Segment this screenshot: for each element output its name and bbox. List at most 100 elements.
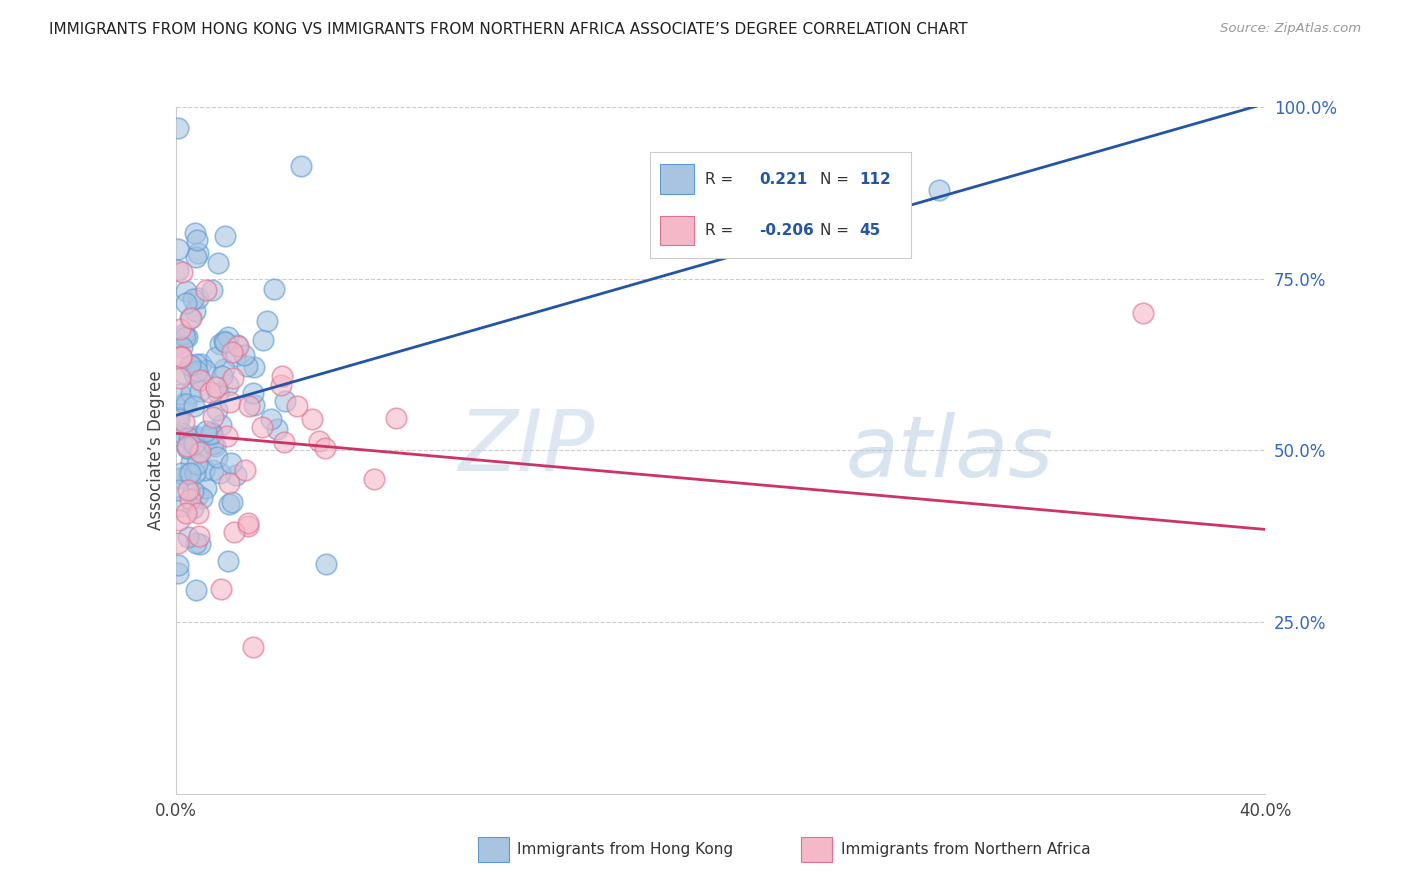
Point: [290, 159, 312, 173]
Point: [176, 506, 198, 520]
Text: 0.221: 0.221: [759, 172, 808, 186]
Point: [201, 409, 224, 424]
Point: [256, 314, 278, 328]
Point: [236, 359, 259, 374]
Point: [169, 350, 191, 364]
Point: [181, 501, 204, 516]
Point: [219, 456, 242, 470]
Point: [217, 428, 239, 442]
Point: [273, 434, 295, 449]
Point: [167, 483, 190, 497]
Point: [176, 397, 198, 411]
Point: [172, 366, 194, 380]
Point: [176, 295, 198, 310]
Point: [233, 463, 256, 477]
Y-axis label: Associate’s Degree: Associate’s Degree: [146, 371, 165, 530]
Text: IMMIGRANTS FROM HONG KONG VS IMMIGRANTS FROM NORTHERN AFRICA ASSOCIATE’S DEGREE : IMMIGRANTS FROM HONG KONG VS IMMIGRANTS …: [49, 22, 967, 37]
Point: [218, 497, 240, 511]
Point: [187, 488, 209, 502]
Text: Source: ZipAtlas.com: Source: ZipAtlas.com: [1220, 22, 1361, 36]
Point: [207, 403, 229, 417]
Point: [205, 380, 228, 394]
Point: [238, 519, 260, 533]
Point: [177, 530, 200, 544]
Point: [363, 472, 385, 486]
Point: [172, 425, 194, 440]
Point: [184, 250, 207, 264]
Point: [183, 437, 205, 451]
Point: [179, 358, 201, 372]
Point: [184, 582, 207, 597]
Point: [200, 425, 222, 439]
Point: [181, 292, 204, 306]
Point: [183, 431, 205, 445]
Point: [217, 378, 239, 392]
Point: [243, 359, 266, 374]
Point: [167, 427, 190, 442]
Point: [209, 418, 232, 433]
Point: [169, 371, 191, 385]
Point: [184, 226, 207, 240]
Point: [301, 411, 323, 425]
Point: [266, 422, 288, 436]
Point: [194, 424, 217, 438]
Point: [167, 558, 190, 572]
Text: R =: R =: [704, 223, 733, 238]
Point: [193, 463, 215, 477]
Point: [224, 525, 246, 540]
Point: [186, 457, 208, 471]
Point: [186, 440, 208, 454]
Point: [242, 640, 264, 654]
Point: [167, 409, 190, 424]
Point: [315, 557, 337, 571]
Point: [314, 442, 336, 456]
Point: [167, 242, 190, 256]
Point: [211, 368, 233, 383]
Point: [173, 330, 195, 344]
Point: [208, 337, 231, 351]
Text: N =: N =: [820, 172, 853, 186]
Point: [209, 582, 232, 596]
Point: [173, 415, 195, 429]
Point: [177, 431, 200, 445]
Point: [177, 441, 200, 455]
Point: [187, 506, 209, 520]
Text: Immigrants from Northern Africa: Immigrants from Northern Africa: [841, 842, 1091, 856]
Point: [201, 425, 224, 440]
Point: [243, 398, 266, 412]
Point: [242, 386, 264, 401]
Point: [214, 334, 236, 349]
Point: [176, 438, 198, 452]
Point: [385, 411, 408, 425]
Point: [176, 330, 198, 344]
Point: [176, 441, 198, 455]
Point: [174, 284, 197, 298]
Point: [179, 310, 201, 325]
Point: [217, 554, 239, 568]
Point: [222, 371, 245, 385]
Point: [173, 327, 195, 342]
Point: [180, 455, 202, 469]
Point: [217, 330, 239, 344]
Point: [179, 491, 201, 506]
Point: [188, 373, 211, 387]
Point: [232, 348, 254, 362]
Bar: [661, 164, 695, 194]
Point: [167, 120, 190, 135]
Text: -0.206: -0.206: [759, 223, 814, 238]
Point: [263, 282, 285, 296]
Point: [188, 384, 211, 399]
Point: [169, 513, 191, 527]
Point: [201, 463, 224, 477]
Point: [201, 283, 224, 297]
Point: [190, 491, 212, 505]
Point: [181, 484, 204, 499]
Point: [238, 399, 260, 413]
Point: [169, 387, 191, 401]
Point: [167, 412, 190, 426]
Point: [179, 466, 201, 480]
Bar: [661, 216, 695, 245]
Point: [180, 358, 202, 372]
Point: [270, 368, 292, 383]
Point: [170, 340, 193, 354]
